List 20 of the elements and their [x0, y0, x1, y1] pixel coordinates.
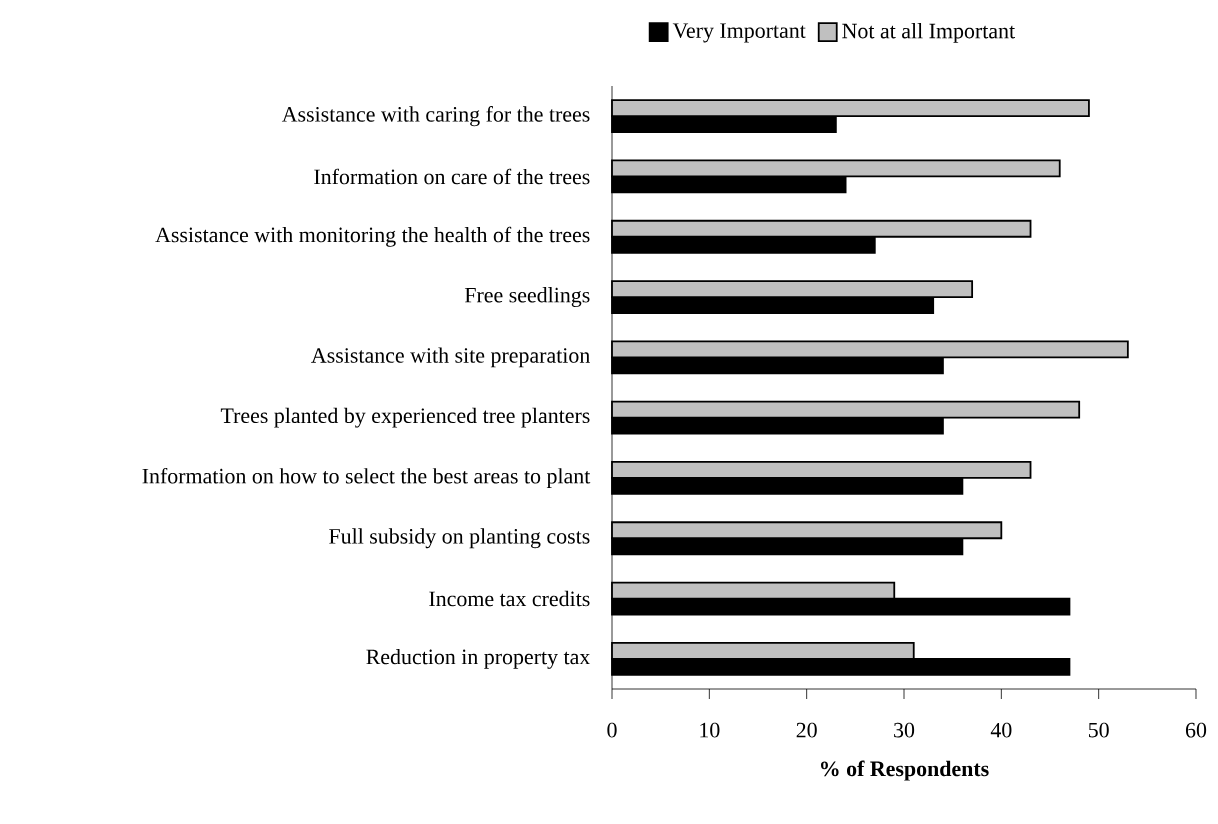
x-tick-label: 40 [990, 722, 1012, 738]
x-tick-label: 30 [894, 722, 915, 738]
x-tick-label: 10 [700, 722, 720, 738]
y-tick-label: Full subsidy on planting costs [329, 528, 590, 549]
x-tick-label: 20 [796, 722, 817, 738]
y-tick-label: Assistance with monitoring the health of the trees [155, 226, 590, 247]
x-tick-label: 50 [1088, 722, 1109, 738]
y-tick-label: Information on how to select the best areas to plant [142, 467, 591, 488]
x-tick-label: 60 [1185, 722, 1207, 738]
x-tick-label: 0 [607, 722, 617, 738]
y-tick-label: Free seedlings [464, 287, 590, 308]
x-axis-title: % of Respondents [821, 760, 989, 781]
legend-label: Very Important [672, 23, 806, 43]
y-tick-label: Income tax credits [429, 590, 590, 607]
y-tick-label: Assistance with caring for the trees [281, 106, 590, 127]
y-tick-label: Reduction in property tax [366, 648, 591, 669]
y-tick-label: Trees planted by experienced tree planters [220, 407, 590, 428]
legend-label: Not at all Important [842, 22, 1015, 43]
y-tick-label: Information on care of the trees [314, 168, 590, 185]
y-tick-label: Assistance with site preparation [311, 347, 590, 368]
